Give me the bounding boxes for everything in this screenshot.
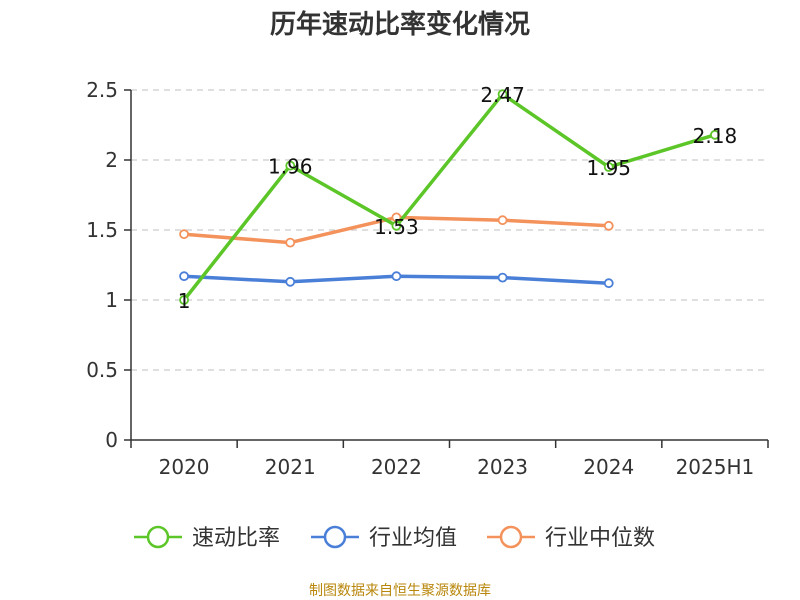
series-line-0 xyxy=(182,92,716,302)
data-label: 1.96 xyxy=(268,155,313,179)
data-label: 1 xyxy=(178,289,191,313)
y-tick-label: 1.5 xyxy=(86,218,118,242)
data-point xyxy=(391,271,402,282)
data-point xyxy=(710,129,720,140)
legend-item[interactable]: 速动比率 xyxy=(134,525,280,551)
data-point xyxy=(285,237,296,248)
series-group xyxy=(179,89,720,305)
data-point xyxy=(497,215,508,226)
data-point xyxy=(179,229,189,240)
data-point xyxy=(497,272,508,283)
grid-lines xyxy=(131,89,768,371)
x-tick-label: 2024 xyxy=(583,455,634,479)
y-tick-label: 0.5 xyxy=(86,358,118,382)
y-tick-label: 2 xyxy=(105,148,118,172)
legend-label: 行业中位数 xyxy=(545,526,655,551)
data-point xyxy=(603,220,614,231)
chart-title: 历年速动比率变化情况 xyxy=(269,10,530,40)
legend-label: 行业均值 xyxy=(369,526,457,551)
data-point xyxy=(497,89,508,100)
data-point xyxy=(603,278,614,289)
x-tick-label: 2022 xyxy=(371,455,422,479)
y-tick-label: 2.5 xyxy=(86,78,118,102)
data-point xyxy=(179,271,189,282)
x-tick-label: 2023 xyxy=(477,455,528,479)
x-tick-label: 2021 xyxy=(265,455,316,479)
legend-label: 速动比率 xyxy=(192,526,280,551)
x-tick-label: 2020 xyxy=(159,455,210,479)
legend-item[interactable]: 行业中位数 xyxy=(487,525,655,551)
data-label: 1.53 xyxy=(374,215,419,239)
data-label: 1.95 xyxy=(586,156,631,180)
data-point xyxy=(285,276,296,287)
data-point xyxy=(603,162,614,172)
legend-item[interactable]: 行业均值 xyxy=(311,525,457,551)
source-note: 制图数据来自恒生聚源数据库 xyxy=(309,583,491,599)
y-tick-label: 0 xyxy=(105,428,118,452)
legend-swatch-marker xyxy=(146,525,170,549)
data-point xyxy=(285,160,296,171)
data-point xyxy=(391,220,402,231)
legend-swatch-marker xyxy=(499,525,523,549)
data-point xyxy=(179,295,189,305)
axes: 0 0.5 1 1.5 2 2.5 2020 2021 2022 2023 2024 2025H1 xyxy=(86,78,769,479)
data-label: 2.18 xyxy=(693,124,738,148)
x-tick-label: 2025H1 xyxy=(676,455,755,479)
data-label: 2.47 xyxy=(480,83,525,107)
y-tick-label: 1 xyxy=(105,288,118,312)
data-labels: 1 1.96 1.53 2.47 1.95 2.18 xyxy=(178,83,737,313)
legend-swatch-marker xyxy=(323,525,347,549)
legend[interactable]: 速动比率 行业均值 行业中位数 xyxy=(134,525,655,551)
